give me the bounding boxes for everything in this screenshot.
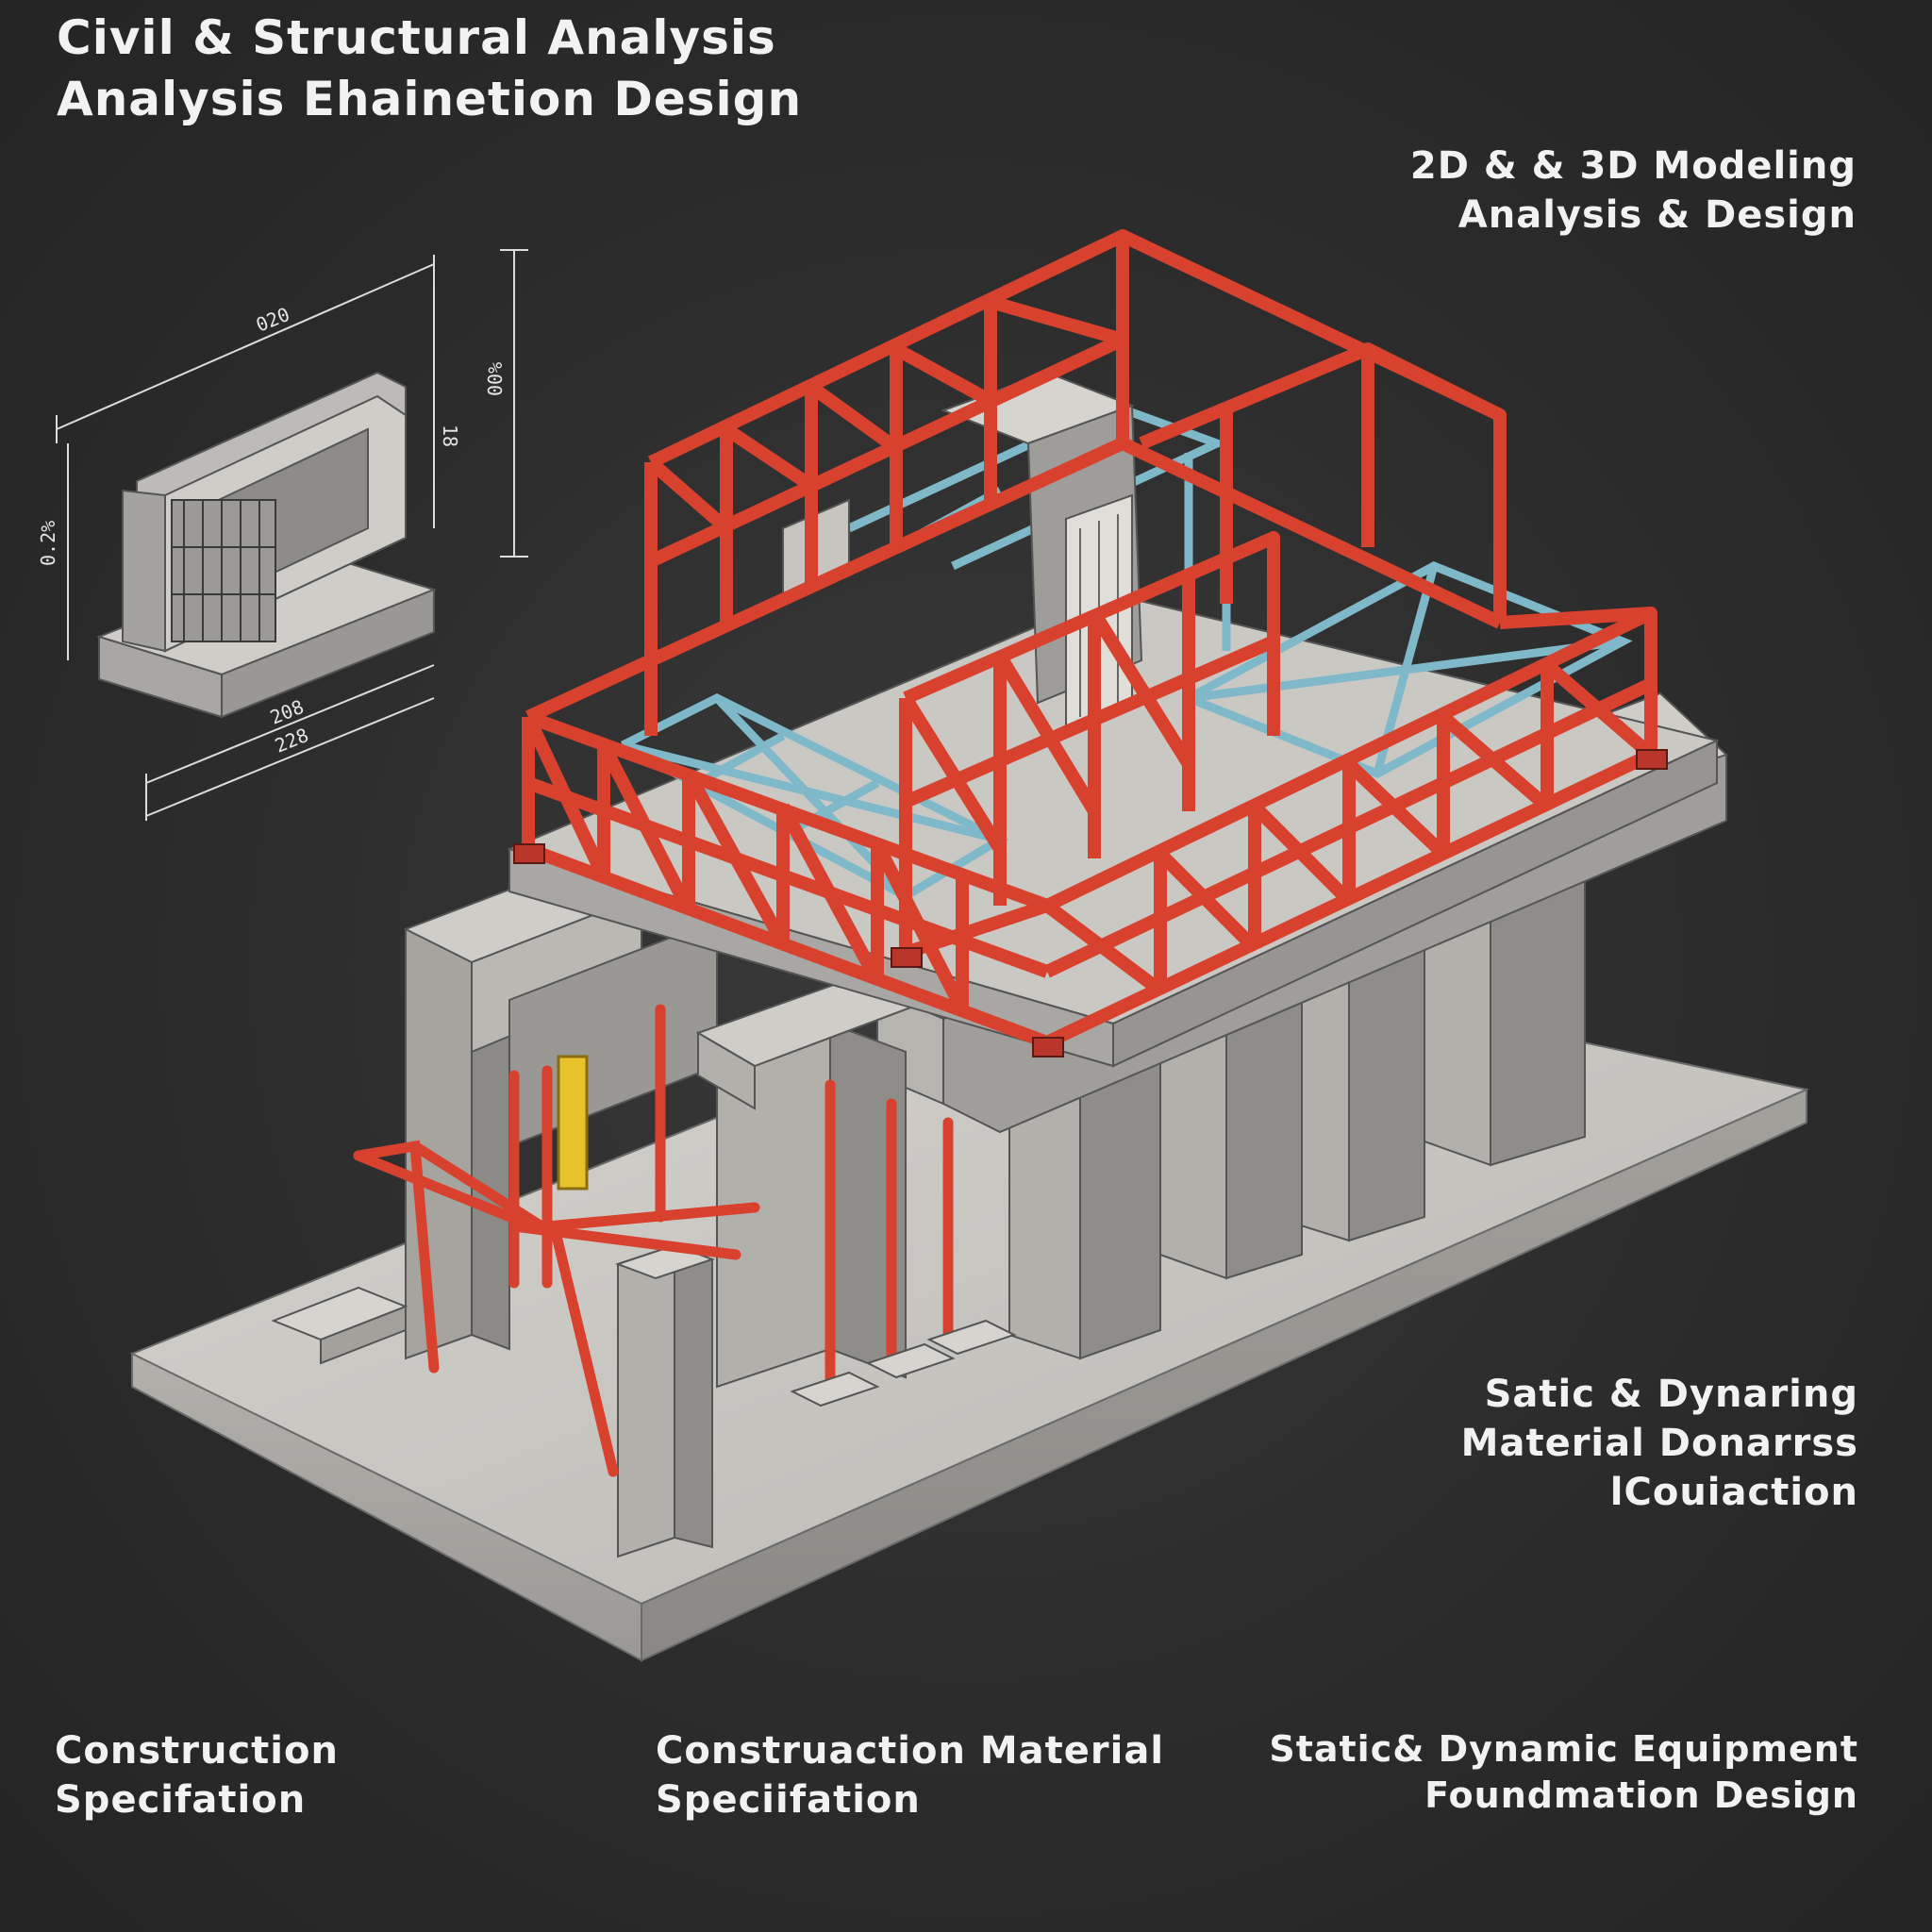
dimension-lines — [56, 249, 528, 821]
dim-right-outer-label: 00% — [484, 362, 507, 396]
stair-step — [271, 1286, 408, 1365]
steel-legs — [353, 1004, 954, 1477]
modeling-caption-line1: 2D & & 3D Modeling — [1409, 144, 1857, 188]
dim-right-inner-label: 18 — [439, 425, 461, 447]
dynamic-caption-line1: Satic & Dynaring — [1484, 1373, 1858, 1416]
material-spec-caption: Construaction Material Speciifation — [656, 1726, 1164, 1824]
foundation-design-caption: Static& Dynamic Equipment Foundmation De… — [1269, 1726, 1858, 1820]
modeling-caption-line2: Analysis & Design — [1457, 193, 1857, 237]
page-subtitle: Analysis Ehainetion Design — [57, 72, 803, 126]
title-block: Civil & Structural Analysis Analysis Eha… — [57, 8, 802, 130]
main-structure — [129, 229, 1810, 1662]
foundation-design-line1: Static& Dynamic Equipment — [1269, 1728, 1858, 1770]
modeling-caption: 2D & & 3D Modeling Analysis & Design — [1410, 142, 1857, 240]
page-title: Civil & Structural Analysis — [57, 10, 776, 65]
construction-spec-caption: Construction Specifation — [55, 1726, 339, 1824]
footing-blocks — [790, 1319, 1017, 1407]
dynamic-caption-line2: Material Donarrss — [1460, 1422, 1858, 1465]
rebar-cage — [171, 499, 276, 642]
hydraulic-jack — [557, 1055, 589, 1191]
foundation-design-line2: Foundmation Design — [1424, 1774, 1858, 1817]
construction-spec-line1: Construction — [55, 1729, 339, 1773]
material-spec-line1: Construaction Material — [656, 1729, 1165, 1773]
material-spec-line2: Speciifation — [656, 1778, 921, 1822]
dim-left-label: 0.2% — [37, 521, 59, 566]
base-plates — [513, 749, 1668, 1058]
dynamic-caption-line3: lCouiaction — [1609, 1471, 1858, 1514]
detail-sketch: 020 18 00% 0.2% 208 228 — [37, 249, 528, 821]
construction-spec-line2: Specifation — [55, 1778, 307, 1822]
dynamic-caption: Satic & Dynaring Material Donarrss lCoui… — [1461, 1370, 1858, 1517]
dim-top-label: 020 — [253, 303, 292, 337]
